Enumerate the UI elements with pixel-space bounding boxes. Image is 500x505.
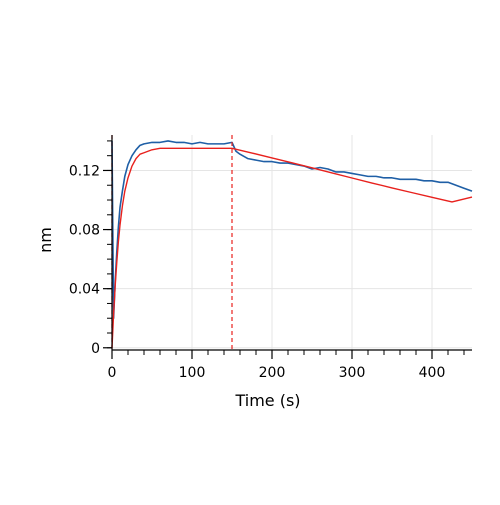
series-layer [111, 140, 473, 348]
x-tick-label: 300 [339, 365, 366, 381]
y-tick-label: 0 [91, 341, 100, 357]
axis-layer: 0 100 200 300 400 0 0.04 0.08 0.12 [69, 135, 472, 381]
measured-series-line [111, 140, 473, 320]
y-tick-label: 0.04 [69, 282, 100, 298]
y-axis-title: nm [36, 227, 55, 253]
fit-series-line [111, 147, 473, 348]
x-tick-label: 100 [179, 365, 206, 381]
y-tick-label: 0.08 [69, 223, 100, 239]
y-tick-label: 0.12 [69, 163, 100, 179]
x-tick-label: 400 [419, 365, 446, 381]
grid-layer [111, 135, 472, 350]
x-tick-label: 200 [259, 365, 286, 381]
x-axis-title: Time (s) [234, 391, 300, 410]
x-tick-label: 0 [108, 365, 117, 381]
phase-marker-layer [111, 135, 233, 350]
